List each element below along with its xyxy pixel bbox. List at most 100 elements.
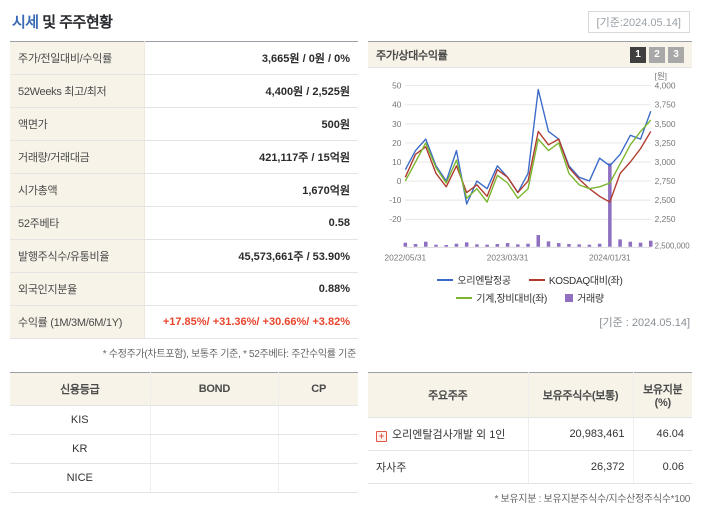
shareholder-name: + 오리엔탈검사개발 외 1인 [368,417,528,451]
row-label: 52Weeks 최고/최저 [10,74,145,108]
legend-label: KOSDAQ대비(좌) [548,276,623,288]
legend-label: 오리엔탈정공 [457,276,511,288]
column-header: CP [278,372,358,406]
table-row: 거래량/거래대금 421,117주 / 15억원 [10,140,358,174]
top-section: 주가/전일대비/수익률 3,665원 / 0원 / 0% 52Weeks 최고/… [10,41,692,360]
table-header-row: 신용등급 BOND CP [10,372,358,406]
svg-text:[원]: [원] [655,71,667,81]
credit-rating-column: 신용등급 BOND CP KIS KR [10,372,358,493]
row-label: 액면가 [10,107,145,141]
row-label: 52주베타 [10,206,145,240]
shareholder-expand-icon[interactable]: + [376,431,387,442]
agency-name: NICE [10,463,150,493]
table-header-row: 주요주주 보유주식수(보통) 보유지분(%) [368,372,692,418]
page-title-rest: 및 주주현황 [38,14,113,31]
row-value: 45,573,661주 / 53.90% [144,239,358,273]
svg-text:50: 50 [392,81,402,91]
row-value: 1,670억원 [144,173,358,207]
legend-item: KOSDAQ대비(좌) [528,272,623,288]
bond-rating [149,463,279,493]
price-relative-return-chart: 50 4,000 40 3,750 30 3,500 20 3,250 10 3,000 0 2,75… [384,71,690,263]
table-row: 수익률 (1M/3M/6M/1Y) +17.85%/ +31.36%/ +30.… [10,305,358,339]
agency-name: KIS [10,405,150,435]
svg-text:2022/05/31: 2022/05/31 [384,252,426,262]
column-header: 보유지분(%) [632,372,692,418]
table-row: KR [10,434,358,464]
page-title: 시세 및 주주현황 [12,11,113,32]
row-value: 4,400원 / 2,525원 [144,74,358,108]
page-header: 시세 및 주주현황 [기준:2024.05.14] [10,8,692,35]
svg-text:4,000: 4,000 [655,81,676,91]
column-header: 보유주식수(보통) [527,372,633,418]
svg-text:30: 30 [392,119,402,129]
major-shareholders-table: 주요주주 보유주식수(보통) 보유지분(%) + 오리엔탈검사개발 외 1인 20… [368,372,692,484]
svg-text:3,750: 3,750 [655,100,676,110]
table-row: 52Weeks 최고/최저 4,400원 / 2,525원 [10,74,358,108]
cp-rating [278,463,358,493]
chart-period-buttons: 1 2 3 [630,46,684,63]
table-row: + 오리엔탈검사개발 외 1인 20,983,461 46.04 [368,417,692,451]
shareholder-name-text: 오리엔탈검사개발 외 1인 [392,429,506,441]
legend-bar-swatch-icon [565,293,574,302]
legend-line-swatch-icon [456,296,473,299]
legend-item: 거래량 [565,290,604,305]
table-row: 52주베타 0.58 [10,206,358,240]
legend-item: 기계,장비대비(좌) [456,290,547,305]
row-value-returns: +17.85%/ +31.36%/ +30.66%/ +3.82% [144,305,358,339]
chart-title: 주가/상대수익률 [376,49,448,62]
chart-tab-1-button[interactable]: 1 [630,46,646,63]
shares-held: 26,372 [527,450,633,484]
ownership-pct: 46.04 [632,417,692,451]
svg-text:20: 20 [392,138,402,148]
shareholders-footnote: * 보유지분 : 보유지분주식수/지수산정주식수*100 [494,494,690,505]
svg-text:3,000: 3,000 [655,157,676,167]
bottom-section: 신용등급 BOND CP KIS KR [10,372,692,505]
agency-name: KR [10,434,150,464]
svg-text:2,750: 2,750 [655,176,676,186]
legend-line-swatch-icon [437,278,454,281]
table-row: 외국인지분율 0.88% [10,272,358,306]
cp-rating [278,405,358,435]
chart-tab-3-button[interactable]: 3 [668,46,684,63]
price-chart-panel: 주가/상대수익률 1 2 3 50 4,000 40 3,750 30 3,500 20 3,… [368,41,692,330]
chart-header: 주가/상대수익률 1 2 3 [368,42,692,68]
price-summary-column: 주가/전일대비/수익률 3,665원 / 0원 / 0% 52Weeks 최고/… [10,41,358,360]
svg-text:10: 10 [392,157,402,167]
shareholder-name: 자사주 [368,450,528,484]
table-row: KIS [10,405,358,435]
table-row: 발행주식수/유통비율 45,573,661주 / 53.90% [10,239,358,273]
bond-rating [149,434,279,464]
price-summary-table: 주가/전일대비/수익률 3,665원 / 0원 / 0% 52Weeks 최고/… [10,41,358,339]
ownership-pct: 0.06 [632,450,692,484]
summary-footnote: * 수정주가(차트포함), 보통주 기준, * 52주베타: 주간수익률 기준 [102,349,357,360]
svg-text:-20: -20 [389,214,401,224]
row-value: 3,665원 / 0원 / 0% [144,41,358,75]
table-row: 시가총액 1,670억원 [10,173,358,207]
row-label: 주가/전일대비/수익률 [10,41,145,75]
svg-text:0: 0 [397,176,402,186]
row-label: 수익률 (1M/3M/6M/1Y) [10,305,145,339]
svg-text:-10: -10 [389,195,401,205]
legend-label: 거래량 [577,294,604,306]
column-header: 신용등급 [10,372,150,406]
bond-rating [149,405,279,435]
svg-text:2,250: 2,250 [655,214,676,224]
chart-tab-2-button[interactable]: 2 [649,46,665,63]
shareholders-column: 주요주주 보유주식수(보통) 보유지분(%) + 오리엔탈검사개발 외 1인 20… [368,372,692,505]
chart-reference-date: [기준 : 2024.05.14] [599,317,690,330]
row-value: 0.58 [144,206,358,240]
svg-text:2,500: 2,500 [655,195,676,205]
row-label: 발행주식수/유통비율 [10,239,145,273]
column-header: BOND [149,372,279,406]
svg-text:40: 40 [392,100,402,110]
table-row: NICE [10,463,358,493]
chart-legend: 오리엔탈정공 KOSDAQ대비(좌) 기계,장비대비(좌) 거래량 [400,270,660,307]
row-value: 421,117주 / 15억원 [144,140,358,174]
legend-line-swatch-icon [528,278,545,281]
table-row: 액면가 500원 [10,107,358,141]
table-row: 자사주 26,372 0.06 [368,450,692,484]
credit-rating-table: 신용등급 BOND CP KIS KR [10,372,358,493]
row-label: 거래량/거래대금 [10,140,145,174]
svg-text:2024/01/31: 2024/01/31 [589,252,631,262]
